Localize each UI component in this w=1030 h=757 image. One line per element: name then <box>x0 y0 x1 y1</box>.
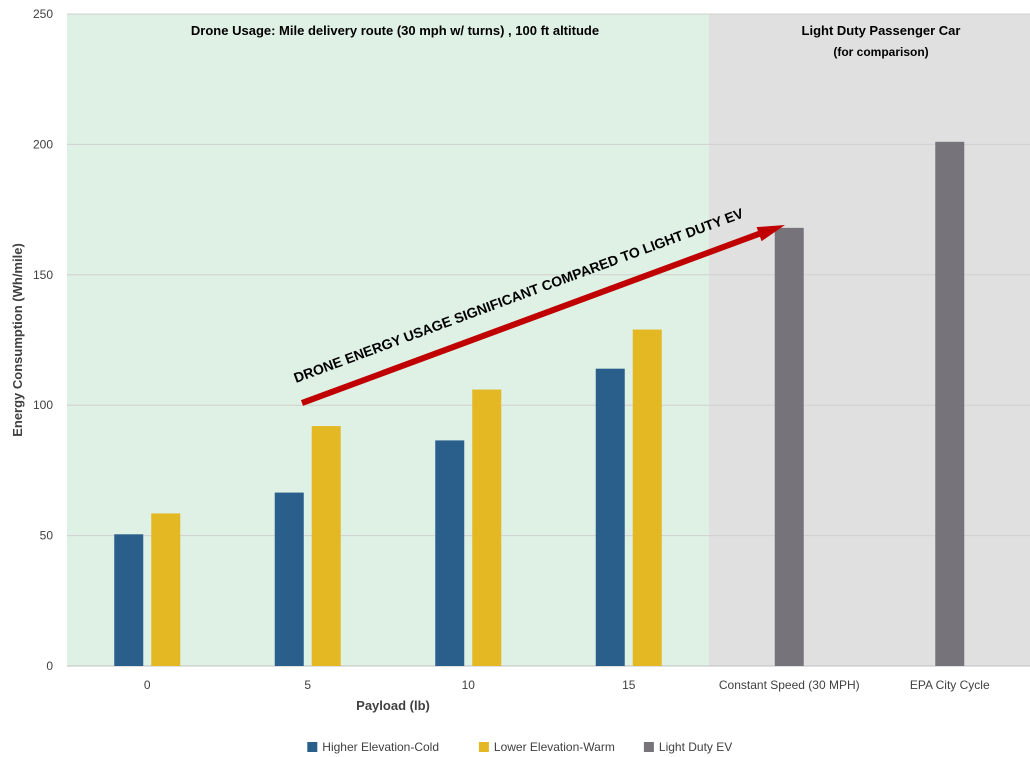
y-tick-label: 0 <box>46 659 53 673</box>
legend-swatch <box>478 742 489 752</box>
bar-light-duty-ev <box>774 227 804 666</box>
bar-higher-elevation-cold <box>274 492 304 666</box>
legend-label: Lower Elevation-Warm <box>494 740 615 754</box>
x-tick-label: 15 <box>622 678 636 692</box>
bar-lower-elevation-warm <box>632 329 662 666</box>
bar-lower-elevation-warm <box>472 389 502 666</box>
trend-arrow-shaft <box>300 229 766 406</box>
bar-higher-elevation-cold <box>595 368 625 666</box>
legend-swatch <box>307 742 318 752</box>
x-tick-label: 0 <box>144 678 151 692</box>
x-axis-title: Payload (lb) <box>356 698 430 713</box>
legend: Higher Elevation-Cold Lower Elevation-War… <box>307 740 732 754</box>
legend-label: Higher Elevation-Cold <box>322 740 439 754</box>
bar-higher-elevation-cold <box>435 440 465 666</box>
y-tick-label: 50 <box>40 529 54 543</box>
bar-lower-elevation-warm <box>151 513 181 666</box>
y-axis-title: Energy Consumption (Wh/mile) <box>10 243 25 437</box>
bar-lower-elevation-warm <box>311 426 341 666</box>
x-tick-label: Constant Speed (30 MPH) <box>719 678 860 692</box>
x-tick-label: 5 <box>304 678 311 692</box>
x-tick-label: EPA City Cycle <box>910 678 990 692</box>
car-region-subtitle: (for comparison) <box>833 45 928 59</box>
legend-swatch <box>643 742 654 752</box>
trend-arrow-head <box>756 225 785 242</box>
legend-label: Light Duty EV <box>659 740 732 754</box>
car-region-background <box>709 14 1030 666</box>
bar-light-duty-ev <box>935 141 965 667</box>
drone-region-title: Drone Usage: Mile delivery route (30 mph… <box>191 23 599 38</box>
y-tick-label: 100 <box>33 398 53 412</box>
x-tick-label: 10 <box>462 678 476 692</box>
bar-higher-elevation-cold <box>114 534 144 666</box>
y-tick-label: 200 <box>33 137 53 151</box>
y-tick-label: 150 <box>33 268 53 282</box>
y-tick-label: 250 <box>33 7 53 21</box>
car-region-title: Light Duty Passenger Car <box>802 23 961 38</box>
